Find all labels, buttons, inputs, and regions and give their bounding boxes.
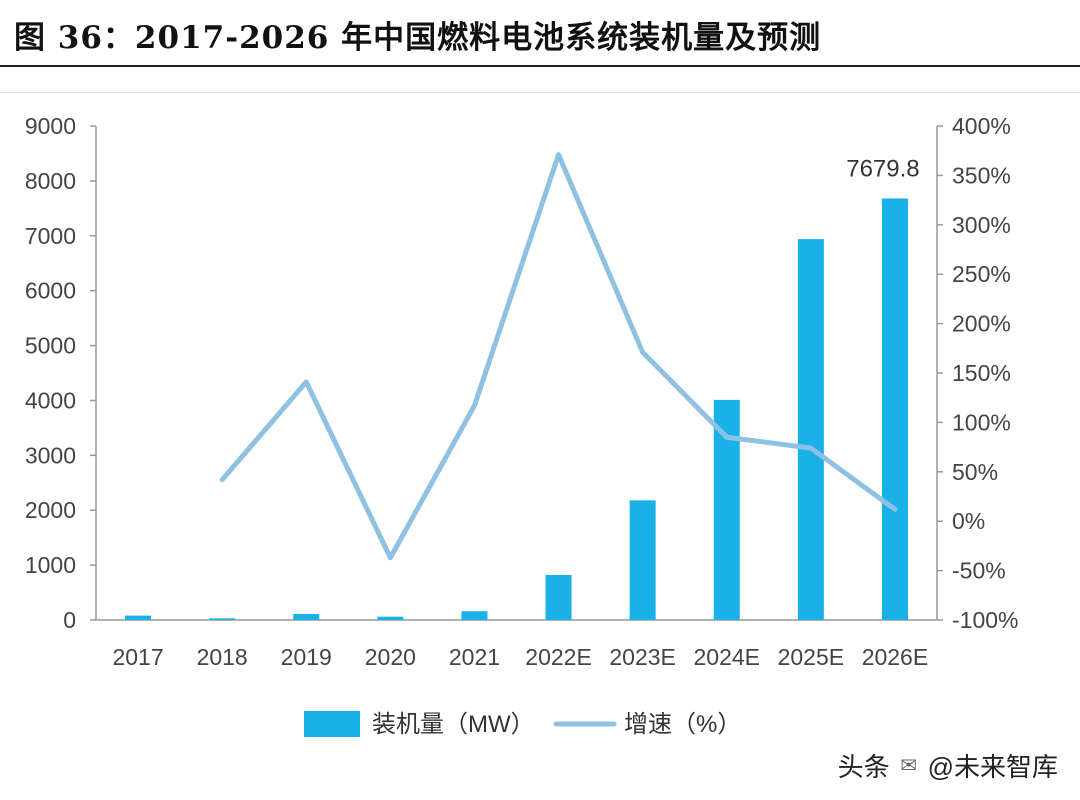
legend-line-label: 增速（%） [624, 711, 741, 738]
x-tick-label: 2020 [365, 644, 416, 670]
y-left-tick-label: 5000 [25, 333, 76, 359]
chart-frame [0, 92, 1080, 793]
y-right-tick-label: 50% [952, 459, 998, 485]
x-tick-label: 2019 [281, 644, 332, 670]
x-tick-label: 2017 [112, 644, 163, 670]
bar-2023E [629, 500, 656, 620]
y-left-tick-label: 1000 [25, 552, 76, 578]
y-right-tick-label: -100% [952, 607, 1018, 633]
y-left-tick-label: 2000 [25, 497, 76, 523]
legend-bar-swatch [304, 711, 360, 737]
y-left-tick-label: 0 [63, 607, 76, 633]
bar-2018 [209, 618, 236, 620]
title-divider [0, 65, 1080, 67]
y-right-tick-label: 100% [952, 409, 1011, 435]
bar-2024E [713, 399, 740, 620]
y-right-tick-label: 250% [952, 261, 1011, 287]
watermark-handle: @未来智库 [927, 752, 1058, 782]
y-left-tick-label: 6000 [25, 278, 76, 304]
x-tick-label: 2022E [525, 644, 592, 670]
y-right-tick-label: 150% [952, 360, 1011, 386]
x-tick-label: 2026E [862, 644, 929, 670]
y-right-tick-label: 400% [952, 113, 1011, 139]
y-right-tick-label: -50% [952, 558, 1006, 584]
growth-point-2020 [388, 556, 392, 560]
bar-2020 [377, 616, 404, 620]
y-right-tick-label: 0% [952, 508, 985, 534]
bar-2025E [797, 239, 824, 620]
x-tick-label: 2021 [449, 644, 500, 670]
watermark: 头条 ✉ @未来智库 [838, 747, 1058, 784]
y-right-tick-label: 300% [952, 212, 1011, 238]
x-tick-label: 2025E [778, 644, 845, 670]
growth-rate-line [219, 152, 898, 561]
chart-title: 图 36：2017-2026 年中国燃料电池系统装机量及预测 [14, 20, 822, 56]
y-left-tick-label: 7000 [25, 223, 76, 249]
x-tick-label: 2023E [609, 644, 676, 670]
growth-point-2018 [220, 478, 224, 482]
y-right-tick-label: 350% [952, 162, 1011, 188]
growth-point-2021 [472, 404, 476, 408]
y-left-tick-label: 9000 [25, 113, 76, 139]
bar-2021 [461, 611, 488, 620]
bar-2026E [881, 198, 908, 621]
y-right-tick-label: 200% [952, 311, 1011, 337]
growth-point-2025E [809, 446, 813, 450]
x-tick-label: 2024E [693, 644, 760, 670]
watermark-prefix: 头条 [837, 752, 890, 782]
bar-2017 [125, 615, 152, 620]
x-tick-label: 2018 [197, 644, 248, 670]
bar-2022E [545, 574, 572, 620]
bar-2019 [293, 613, 320, 620]
y-left-tick-label: 4000 [25, 387, 76, 413]
growth-point-2026E [893, 507, 897, 511]
legend-bar-label: 装机量（MW） [372, 711, 535, 738]
data-label: 7679.8 [846, 155, 919, 182]
y-left-tick-label: 3000 [25, 442, 76, 468]
growth-point-2019 [304, 380, 308, 384]
wechat-icon: ✉ [900, 754, 917, 777]
growth-point-2022E [557, 153, 561, 157]
y-left-tick-label: 8000 [25, 168, 76, 194]
growth-point-2023E [641, 350, 645, 354]
growth-point-2024E [725, 435, 729, 439]
